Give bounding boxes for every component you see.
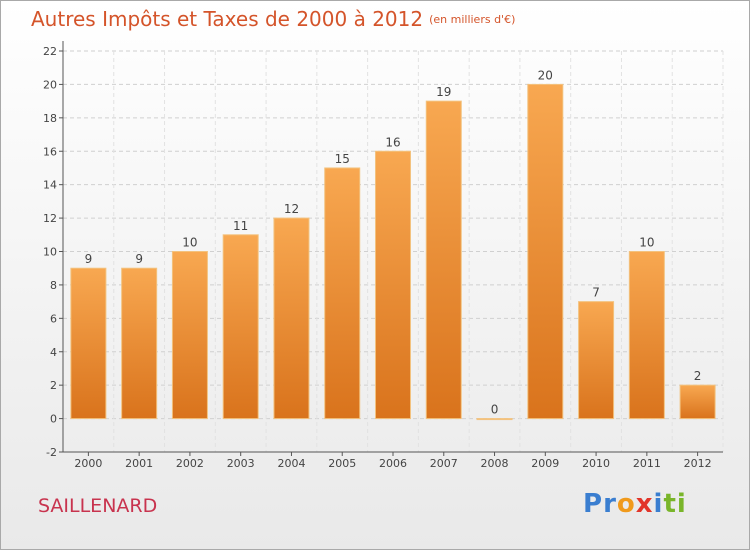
- bar: [679, 384, 716, 420]
- bar: [375, 150, 411, 420]
- y-tick-label: 0: [50, 413, 57, 426]
- bar-value-label: 9: [85, 252, 93, 266]
- logo-letter: o: [616, 489, 636, 519]
- y-tick-label: 14: [43, 179, 57, 192]
- x-tick-label: 2005: [328, 457, 356, 470]
- x-tick-label: 2004: [277, 457, 305, 470]
- bar: [527, 83, 564, 420]
- bar-value-label: 16: [385, 135, 400, 149]
- bar: [476, 418, 513, 421]
- bar-value-label: 2: [694, 369, 702, 383]
- x-tick-label: 2007: [430, 457, 458, 470]
- bar: [273, 217, 310, 420]
- bar-value-label: 0: [491, 403, 499, 417]
- logo-letter: i: [653, 489, 664, 519]
- x-tick-label: 2003: [227, 457, 255, 470]
- bar-value-label: 10: [182, 236, 197, 250]
- bar-value-label: 11: [233, 219, 248, 233]
- y-tick-label: 8: [50, 279, 57, 292]
- bar: [121, 267, 158, 420]
- bar: [578, 301, 615, 420]
- chart-title: Autres Impôts et Taxes de 2000 à 2012 (en…: [31, 7, 515, 31]
- bar: [425, 100, 462, 420]
- bar-value-label: 9: [135, 252, 143, 266]
- x-tick-label: 2000: [74, 457, 102, 470]
- chart-title-text: Autres Impôts et Taxes de 2000 à 2012: [31, 7, 424, 31]
- x-tick-label: 2009: [531, 457, 559, 470]
- y-tick-label: 16: [43, 145, 57, 158]
- x-tick-label: 2011: [633, 457, 661, 470]
- y-tick-label: -2: [46, 446, 57, 459]
- bar: [324, 167, 361, 420]
- x-tick-label: 2012: [684, 457, 712, 470]
- commune-name: SAILLENARD: [38, 495, 158, 517]
- x-tick-label: 2006: [379, 457, 407, 470]
- logo-letter: P: [583, 489, 604, 519]
- bar-value-label: 12: [284, 202, 299, 216]
- bar-value-label: 10: [639, 236, 654, 250]
- x-tick-label: 2002: [176, 457, 204, 470]
- bar-value-label: 19: [436, 85, 451, 99]
- y-tick-label: 4: [50, 346, 57, 359]
- bar: [171, 251, 208, 420]
- logo-letter: r: [603, 489, 617, 519]
- chart-unit: (en milliers d'€): [429, 13, 516, 26]
- y-tick-label: 6: [50, 312, 57, 325]
- logo-letter: i: [676, 489, 687, 519]
- bar-value-label: 7: [592, 286, 600, 300]
- bar: [222, 234, 259, 420]
- logo-letter: t: [663, 489, 677, 519]
- y-tick-label: 18: [43, 112, 57, 125]
- y-tick-label: 20: [43, 78, 57, 91]
- logo-letter: x: [635, 489, 654, 519]
- x-tick-label: 2008: [481, 457, 509, 470]
- bar-value-label: 15: [335, 152, 350, 166]
- y-tick-label: 22: [43, 45, 57, 58]
- y-tick-label: 12: [43, 212, 57, 225]
- bar: [628, 251, 665, 420]
- x-tick-label: 2010: [582, 457, 610, 470]
- y-tick-label: 10: [43, 246, 57, 259]
- bar: [70, 267, 107, 420]
- proxiti-logo: Proxiti: [583, 489, 687, 519]
- bar-value-label: 20: [538, 68, 553, 82]
- y-tick-label: 2: [50, 379, 57, 392]
- x-tick-label: 2001: [125, 457, 153, 470]
